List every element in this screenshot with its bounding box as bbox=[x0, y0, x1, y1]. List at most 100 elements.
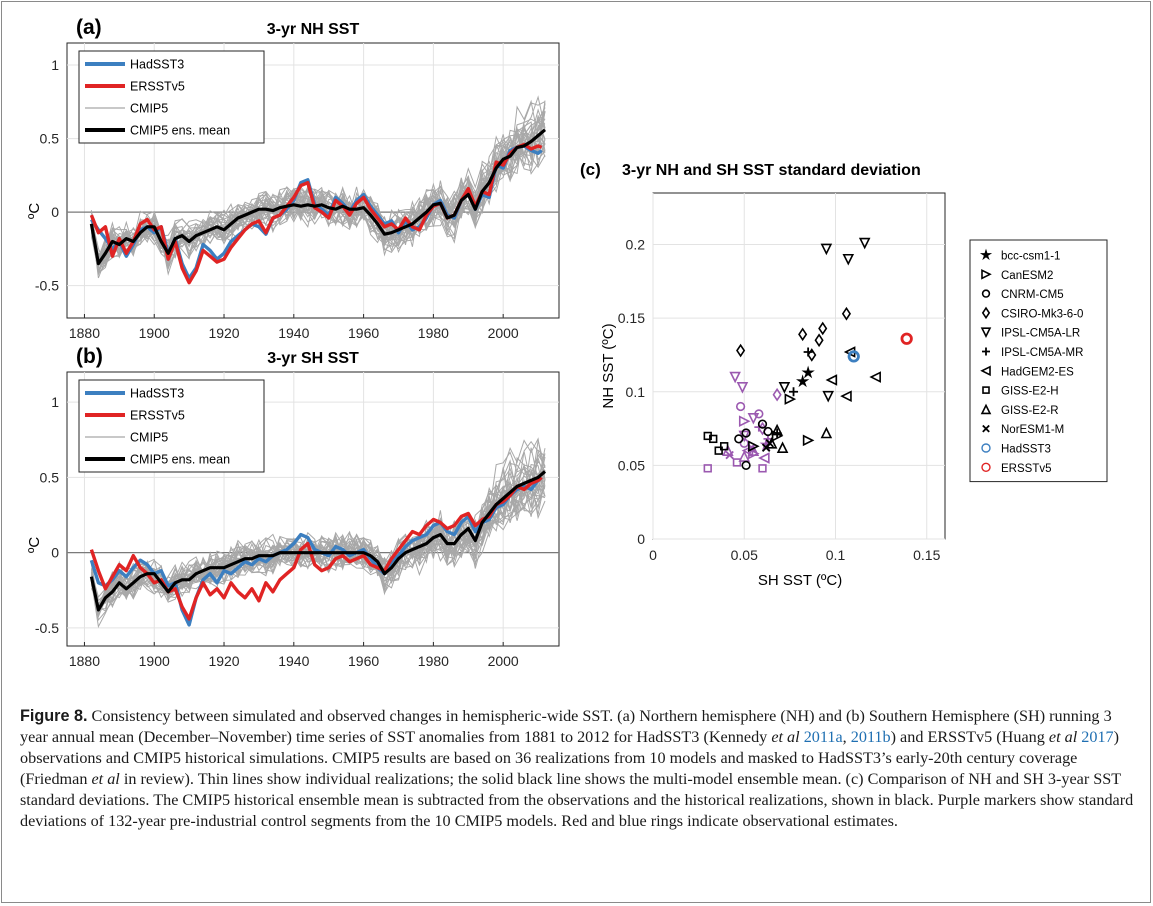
y-tick-label: 0 bbox=[51, 204, 59, 220]
panel-a-tick-labels: 1880 1900 1920 1940 1960 1980 2000 -0.5 0 0.5 1 bbox=[35, 57, 519, 341]
csiro-mk3-6-0-marker bbox=[841, 306, 852, 321]
x-tick-label: 1980 bbox=[418, 325, 449, 341]
legend-label: CMIP5 bbox=[130, 102, 168, 116]
cmip5-ens-mean-line bbox=[89, 128, 547, 266]
caption-ref-2011b[interactable]: 2011b bbox=[850, 728, 891, 746]
y-tick-label: 1 bbox=[51, 394, 59, 410]
x-tick-label: 0.1 bbox=[826, 547, 846, 563]
legend-label: ERSSTv5 bbox=[1001, 463, 1052, 475]
y-tick-label: 0.05 bbox=[618, 457, 645, 473]
panel-b: 1880 1900 1920 1940 1960 1980 2000 -0.5 0 0.5 1 (b… bbox=[26, 345, 560, 669]
caption-ref-2017[interactable]: 2017 bbox=[1077, 728, 1114, 746]
y-tick-label: 0 bbox=[637, 531, 645, 547]
panel-c-ylabel: NH SST (ºC) bbox=[600, 323, 617, 408]
ersstv5-observed-marker bbox=[900, 332, 913, 345]
cmip5-realization-line bbox=[90, 115, 546, 263]
legend-box bbox=[969, 239, 1108, 483]
giss-e2-h-control-marker bbox=[758, 464, 767, 473]
caption-etal-1: et al bbox=[771, 728, 800, 746]
legend-marker bbox=[980, 403, 992, 415]
giss-e2-h-marker bbox=[709, 434, 718, 444]
legend-label: HadSST3 bbox=[130, 387, 184, 401]
legend-label: HadSST3 bbox=[1001, 444, 1051, 456]
ipsl-cm5a-lr-marker bbox=[842, 253, 855, 266]
x-tick-label: 1960 bbox=[348, 653, 379, 669]
panel-c-plot-area bbox=[652, 192, 946, 540]
panel-b-tick-labels: 1880 1900 1920 1940 1960 1980 2000 -0.5 0 0.5 1 bbox=[35, 394, 519, 669]
legend-label: CSIRO-Mk3-6-0 bbox=[1001, 308, 1083, 320]
panel-b-title: 3-yr SH SST bbox=[267, 350, 359, 367]
x-tick-label: 1900 bbox=[139, 653, 170, 669]
bcc-csm1-1-marker bbox=[795, 374, 810, 388]
panel-a: 1880 1900 1920 1940 1960 1980 2000 -0.5 0 0.5 1 (a… bbox=[26, 16, 560, 341]
canesm2-marker bbox=[748, 440, 760, 453]
cnrm-cm5-marker bbox=[763, 426, 773, 437]
legend-label: GISS-E2-H bbox=[1001, 386, 1059, 398]
legend-marker bbox=[982, 386, 990, 394]
legend-label: IPSL-CM5A-LR bbox=[1001, 328, 1080, 340]
legend-label: CMIP5 ens. mean bbox=[130, 453, 230, 467]
legend-marker bbox=[981, 462, 991, 472]
x-tick-label: 1920 bbox=[208, 653, 239, 669]
panel-c-label: (c) bbox=[580, 160, 601, 179]
csiro-mk3-6-0-marker bbox=[818, 321, 828, 336]
caption-etal-3: et al bbox=[91, 770, 120, 788]
legend-label: HadSST3 bbox=[130, 58, 184, 72]
panel-c-markers bbox=[703, 237, 913, 473]
ipsl-cm5a-mr-marker bbox=[789, 387, 799, 397]
caption-ref-2011a[interactable]: 2011a bbox=[799, 728, 843, 746]
cmip5-ens-mean-line bbox=[89, 470, 547, 612]
y-tick-label: 1 bbox=[51, 57, 59, 73]
x-tick-label: 2000 bbox=[488, 653, 519, 669]
y-tick-label: -0.5 bbox=[35, 620, 59, 636]
y-tick-label: 0 bbox=[51, 545, 59, 561]
legend-label: CanESM2 bbox=[1001, 270, 1053, 282]
panel-c-legend: bcc-csm1-1 CanESM2 CNRM-CM5 CSIRO-Mk3-6-0 IP… bbox=[969, 239, 1108, 483]
y-tick-label: 0.5 bbox=[40, 469, 60, 485]
csiro-mk3-6-0-marker bbox=[814, 333, 824, 348]
legend-marker bbox=[982, 424, 990, 433]
cmip5-realization-line bbox=[90, 111, 546, 271]
giss-e2-h-control-marker bbox=[732, 458, 742, 467]
ipsl-cm5a-lr-marker bbox=[820, 243, 833, 256]
x-tick-label: 2000 bbox=[488, 325, 519, 341]
x-tick-label: 0.15 bbox=[913, 547, 940, 563]
legend-marker bbox=[981, 443, 991, 453]
ipsl-cm5a-lr-control-marker bbox=[729, 371, 741, 384]
x-tick-label: 1920 bbox=[208, 325, 239, 341]
x-tick-label: 0.05 bbox=[731, 547, 758, 563]
panel-a-observation-lines bbox=[89, 128, 547, 285]
legend-label: CMIP5 bbox=[130, 431, 168, 445]
panel-b-observation-lines bbox=[89, 470, 547, 627]
giss-e2-h-marker bbox=[714, 446, 723, 455]
giss-e2-h-marker bbox=[719, 442, 729, 451]
cnrm-cm5-marker bbox=[757, 419, 768, 429]
panel-c-grid bbox=[652, 193, 945, 540]
panel-b-label: (b) bbox=[76, 345, 103, 368]
ipsl-cm5a-lr-control-marker bbox=[736, 382, 749, 394]
legend-label: CMIP5 ens. mean bbox=[130, 124, 230, 138]
legend-marker bbox=[979, 248, 993, 261]
legend-marker bbox=[981, 289, 991, 298]
hadgem2-es-marker bbox=[825, 374, 838, 386]
legend-marker bbox=[981, 306, 991, 320]
cmip5-realization-line bbox=[90, 484, 546, 619]
ipsl-cm5a-lr-marker bbox=[778, 382, 791, 394]
giss-e2-r-marker bbox=[771, 423, 783, 436]
panel-a-title: 3-yr NH SST bbox=[267, 21, 360, 38]
caption-etal-2: et al bbox=[1048, 728, 1078, 746]
panel-b-ylabel: ºC bbox=[26, 537, 43, 553]
caption-label: Figure 8. bbox=[20, 707, 88, 725]
caption-text-1: Consistency between simulated and observ… bbox=[20, 707, 1112, 746]
legend-label: CNRM-CM5 bbox=[1001, 289, 1064, 301]
legend-label: GISS-E2-R bbox=[1001, 405, 1059, 417]
legend-box bbox=[78, 50, 265, 144]
cnrm-cm5-marker bbox=[734, 434, 744, 444]
figure-caption: Figure 8. Consistency between simulated … bbox=[20, 706, 1135, 832]
x-tick-label: 0 bbox=[649, 547, 657, 563]
y-tick-label: 0.5 bbox=[40, 131, 60, 147]
panel-a-legend: HadSST3 ERSSTv5 CMIP5 CMIP5 ens. mean bbox=[78, 50, 265, 144]
legend-label: ERSSTv5 bbox=[130, 409, 185, 423]
hadgem2-es-marker bbox=[869, 371, 881, 383]
